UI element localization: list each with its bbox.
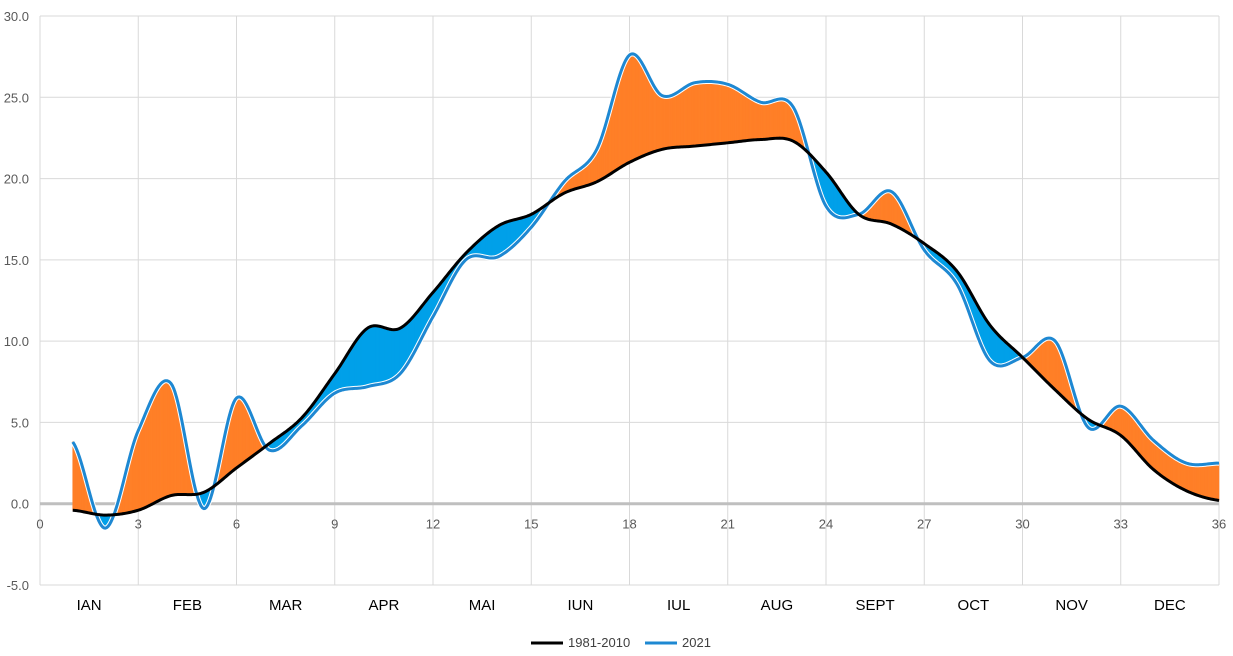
legend-label-1981-2010: 1981-2010: [568, 635, 630, 650]
month-label: NOV: [1055, 597, 1088, 614]
series-2021-line: [71, 52, 1220, 530]
x-tick-label: 33: [1114, 517, 1128, 532]
legend-label-2021: 2021: [682, 635, 711, 650]
y-axis-ticks: -5.0 0.0 5.0 10.0 15.0 20.0 25.0 30.0: [4, 9, 29, 593]
y-tick-label: 15.0: [4, 253, 29, 268]
x-tick-label: 6: [233, 517, 240, 532]
y-tick-label: 30.0: [4, 9, 29, 24]
x-tick-label: 0: [36, 517, 43, 532]
month-label: SEPT: [856, 597, 895, 614]
y-tick-label: 5.0: [11, 415, 29, 430]
x-tick-label: 12: [426, 517, 440, 532]
month-label: DEC: [1154, 597, 1186, 614]
warmer-fill: [1217, 462, 1220, 501]
month-label: IUL: [667, 597, 690, 614]
month-label: AUG: [761, 597, 794, 614]
x-tick-label: 3: [135, 517, 142, 532]
y-tick-label: 0.0: [11, 497, 29, 512]
legend: 1981-2010 2021: [531, 635, 711, 650]
month-label: FEB: [173, 597, 202, 614]
x-tick-label: 9: [331, 517, 338, 532]
month-label: MAI: [469, 597, 496, 614]
x-tick-label: 18: [622, 517, 636, 532]
series-1981-2010-line: [72, 136, 1220, 517]
difference-fills: [72, 53, 1220, 529]
month-label: MAR: [269, 597, 303, 614]
y-tick-label: -5.0: [7, 578, 29, 593]
y-tick-label: 20.0: [4, 172, 29, 187]
x-tick-label: 24: [819, 517, 833, 532]
series-lines: [70, 51, 1220, 531]
y-tick-label: 10.0: [4, 334, 29, 349]
x-tick-label: 15: [524, 517, 538, 532]
y-tick-label: 25.0: [4, 90, 29, 105]
x-tick-label: 21: [721, 517, 735, 532]
month-labels: IAN FEB MAR APR MAI IUN IUL AUG SEPT OCT NOV DEC: [77, 597, 1186, 614]
month-label: IUN: [567, 597, 593, 614]
x-tick-label: 27: [917, 517, 931, 532]
x-axis-ticks: 0 3 6 9 12 15 18 21 24 27 30 33 36: [36, 517, 1226, 532]
x-tick-label: 30: [1015, 517, 1029, 532]
month-label: APR: [368, 597, 399, 614]
x-tick-label: 36: [1212, 517, 1226, 532]
month-label: IAN: [77, 597, 102, 614]
month-label: OCT: [958, 597, 990, 614]
